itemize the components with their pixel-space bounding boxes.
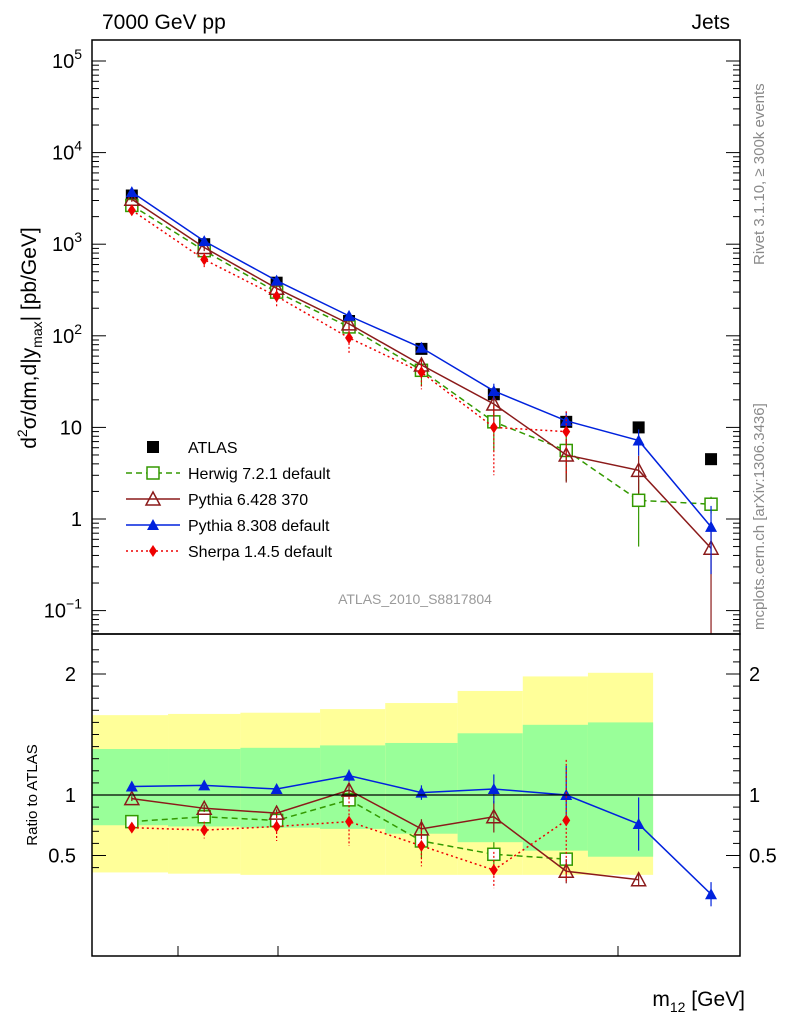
marker-triangle: [270, 274, 283, 286]
analysis-id: ATLAS_2010_S8817804: [338, 591, 492, 607]
marker-open-square: [487, 847, 501, 862]
main-series: [123, 186, 720, 634]
marker-triangle: [705, 888, 718, 900]
ratio-bands: [92, 672, 654, 875]
marker-open-square: [146, 466, 160, 480]
marker-triangle: [147, 519, 159, 530]
marker-diamond: [200, 824, 209, 837]
process-label: Jets: [691, 11, 730, 34]
marker-triangle: [705, 520, 718, 532]
marker-square: [705, 453, 718, 466]
marker-triangle: [632, 818, 645, 830]
marker-open-square: [631, 493, 646, 508]
marker-diamond: [200, 253, 209, 266]
marker-diamond: [127, 204, 136, 217]
rivet-label: Rivet 3.1.10, ≥ 300k events: [751, 83, 768, 265]
marker-open-triangle: [123, 790, 141, 806]
ratio-ylabel: Ratio to ATLAS: [24, 744, 41, 845]
marker-diamond: [345, 815, 354, 828]
marker-diamond: [562, 425, 571, 438]
marker-open-triangle: [630, 871, 647, 887]
main-tick-label: 1: [71, 509, 82, 531]
main-tick-label: 10−1: [44, 596, 82, 623]
marker-diamond: [562, 814, 571, 827]
mcplots-label: mcplots.cern.ch [arXiv:1306.3436]: [751, 403, 768, 630]
marker-triangle: [198, 779, 211, 791]
main-tick-label: 103: [52, 229, 82, 256]
marker-open-triangle: [485, 395, 503, 411]
marker-diamond: [417, 839, 426, 852]
marker-square: [632, 421, 645, 434]
energy-label: 7000 GeV pp: [102, 11, 226, 34]
ratio-tick-label: 2: [65, 664, 76, 686]
main-ylabel: d2σ/dm,d|ymax| [pb/GeV]: [14, 227, 45, 449]
marker-diamond: [149, 545, 157, 557]
band-green: [522, 724, 588, 851]
ratio-series: [123, 759, 718, 907]
legend-label-sherpa: Sherpa 1.4.5 default: [188, 544, 333, 561]
main-tick-label: 102: [52, 321, 82, 348]
xlabel: m12 [GeV]: [652, 988, 745, 1015]
ratio-tick-label: 0.5: [48, 846, 76, 868]
legend-label-pythia6: Pythia 6.428 370: [188, 492, 308, 509]
band-green: [457, 733, 523, 843]
marker-diamond: [127, 821, 136, 834]
marker-square: [147, 441, 159, 453]
ratio-tick-label: 1: [65, 785, 76, 807]
marker-triangle: [198, 235, 211, 247]
marker-triangle: [343, 769, 356, 781]
marker-open-triangle: [268, 804, 285, 820]
ratio-tick-label: 0.5: [749, 846, 777, 868]
marker-triangle: [125, 780, 138, 792]
legend-label-pythia8: Pythia 8.308 default: [188, 518, 330, 535]
marker-diamond: [345, 331, 354, 344]
marker-open-triangle: [630, 461, 647, 478]
marker-open-triangle: [340, 781, 358, 797]
ratio-tick-label: 2: [749, 664, 760, 686]
marker-diamond: [489, 864, 498, 877]
legend-label-herwig: Herwig 7.2.1 default: [188, 466, 331, 483]
band-green: [587, 722, 654, 857]
ratio-frame: [91, 633, 741, 957]
marker-triangle: [487, 782, 500, 794]
marker-triangle: [632, 434, 645, 446]
marker-triangle: [270, 782, 283, 794]
marker-diamond: [489, 421, 498, 434]
main-tick-label: 104: [52, 138, 82, 165]
marker-triangle: [487, 384, 500, 396]
marker-diamond: [417, 366, 426, 379]
marker-diamond: [272, 820, 281, 833]
legend-label-data: ATLAS: [188, 440, 238, 457]
marker-diamond: [272, 290, 281, 303]
main-tick-label: 105: [52, 46, 82, 73]
marker-open-triangle: [144, 490, 162, 506]
main-tick-label: 10: [60, 417, 82, 439]
marker-triangle: [343, 309, 356, 321]
ratio-line-pythia6: [131, 789, 639, 881]
marker-open-triangle: [340, 315, 358, 331]
band-green: [320, 745, 386, 829]
marker-triangle: [125, 186, 138, 198]
marker-open-square: [197, 810, 211, 824]
marker-open-triangle: [485, 808, 503, 824]
marker-triangle: [415, 341, 428, 353]
legend: ATLAS Herwig 7.2.1 default Pythia 6.428 37…: [126, 440, 333, 561]
ratio-tick-label: 1: [749, 785, 760, 807]
marker-open-triangle: [195, 799, 213, 816]
